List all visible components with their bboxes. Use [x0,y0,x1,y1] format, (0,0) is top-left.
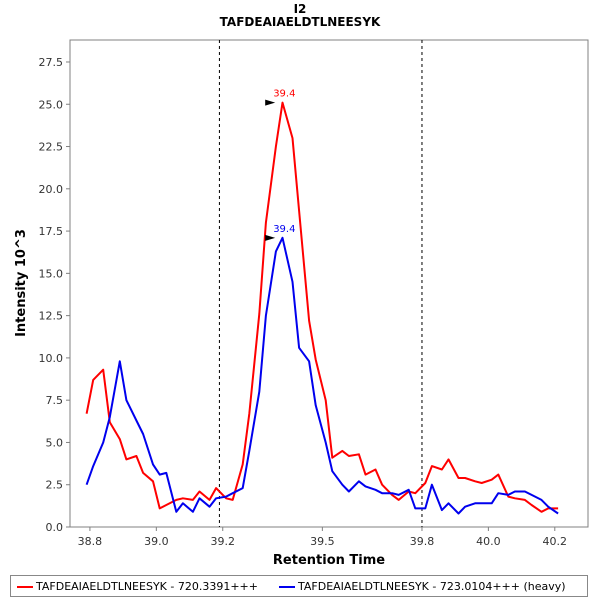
y-tick-label: 17.5 [39,225,64,238]
peak-label-1: 39.4 [273,224,295,235]
legend: TAFDEAIAELDTLNEESYK - 720.3391+++ TAFDEA… [10,575,588,597]
x-tick-label: 40.2 [543,535,568,548]
y-tick-label: 25.0 [39,98,64,111]
y-tick-label: 5.0 [46,436,64,449]
legend-swatch-heavy [279,586,295,588]
y-tick-label: 15.0 [39,267,64,280]
x-tick-label: 39.2 [210,535,235,548]
y-tick-label: 2.5 [46,479,64,492]
y-tick-label: 0.0 [46,521,64,534]
x-tick-label: 39.8 [410,535,435,548]
x-tick-label: 40.0 [476,535,501,548]
legend-swatch-light [17,586,33,588]
legend-label-light: TAFDEAIAELDTLNEESYK - 720.3391+++ [36,580,258,594]
y-tick-label: 7.5 [46,394,64,407]
legend-label-heavy: TAFDEAIAELDTLNEESYK - 723.0104+++ (heavy… [298,580,566,594]
y-tick-label: 27.5 [39,56,64,69]
x-tick-label: 38.8 [78,535,103,548]
x-tick-label: 39.0 [144,535,169,548]
chromatogram-chart: 0.0 2.5 5.0 7.5 10.0 12.5 15.0 17.5 20.0 22.5 25.0… [0,0,600,570]
y-tick-label: 20.0 [39,183,64,196]
y-tick-label: 22.5 [39,141,64,154]
peak-label-0: 39.4 [273,89,295,100]
x-axis: 38.8 39.0 39.2 39.5 39.8 40.0 40.2 [78,527,567,548]
y-tick-label: 12.5 [39,310,64,323]
y-tick-label: 10.0 [39,352,64,365]
y-axis: 0.0 2.5 5.0 7.5 10.0 12.5 15.0 17.5 20.0 22.5 25.0… [39,56,71,534]
x-axis-label: Retention Time [273,553,385,568]
y-axis-label: Intensity 10^3 [14,229,29,337]
x-tick-label: 39.5 [310,535,335,548]
